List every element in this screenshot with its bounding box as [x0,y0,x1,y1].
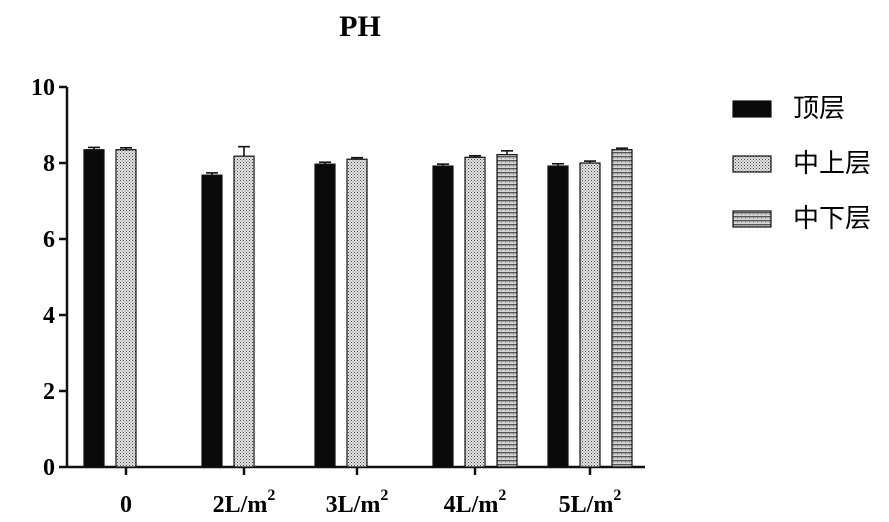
x-tick-label: 5L/m2 [559,487,622,518]
y-tick-label: 6 [43,227,55,253]
legend-label-2: 中下层 [793,204,871,234]
bar-series-1-cat-0 [115,149,137,468]
y-tick-label: 8 [43,151,55,177]
y-tick-label: 0 [43,455,55,481]
bar-series-0-cat-4 [547,165,569,468]
bar-series-2-cat-3 [496,154,518,468]
legend-swatch-2 [732,210,772,228]
bar-series-0-cat-0 [83,149,105,468]
legend-swatch-0 [732,100,772,118]
legend-swatch-1 [732,155,772,173]
bar-series-0-cat-1 [201,174,223,468]
bar-series-1-cat-2 [346,158,368,468]
legend-label-1: 中上层 [793,149,871,179]
bar-series-1-cat-4 [579,162,601,468]
legend-label-0: 顶层 [793,94,845,124]
y-tick-label: 10 [31,75,55,101]
x-tick-label: 3L/m2 [326,487,389,518]
y-axis: 0 2 4 6 8 10 [31,75,69,481]
bars [83,145,633,468]
x-tick-label: 2L/m2 [213,487,276,518]
chart-title: PH [339,10,381,43]
x-axis: 0 2L/m2 3L/m2 4L/m2 5L/m2 [67,465,645,518]
x-tick-label: 4L/m2 [444,487,507,518]
y-tick-label: 2 [43,379,55,405]
bar-series-0-cat-2 [314,163,336,468]
bar-series-1-cat-1 [233,155,255,468]
y-tick-label: 4 [43,303,55,329]
x-tick-label: 0 [120,492,132,518]
bar-series-2-cat-4 [611,149,633,468]
bar-series-0-cat-3 [432,165,454,468]
bar-series-1-cat-3 [464,156,486,468]
